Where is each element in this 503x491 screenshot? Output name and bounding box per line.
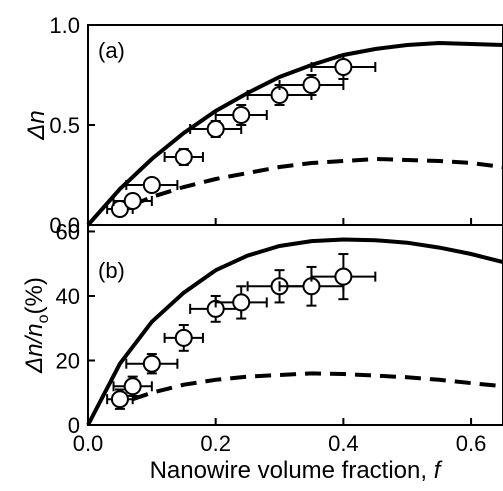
- panel-b-data-point: [125, 353, 179, 375]
- panel-b-ytick-label: 20: [56, 348, 80, 373]
- x-tick-label: 0.6: [456, 431, 487, 456]
- panel-a-data-point: [112, 192, 153, 210]
- panel-a-data-point: [310, 54, 377, 80]
- panel-b-yticks: 0 20 40 60: [56, 219, 473, 438]
- panel-a-data-point: [278, 74, 345, 96]
- panel-b: (b) Δn/no(%) 0 20 40 60 0.0 0.2 0.4 0.6 Nanowi…: [21, 219, 503, 484]
- panel-a-data-point: [163, 148, 204, 166]
- panel-a-label: (a): [98, 38, 125, 63]
- panel-a-data-point: [189, 120, 243, 138]
- panel-b-data-point: [106, 388, 134, 410]
- panel-b-ytick-label: 40: [56, 284, 80, 309]
- panel-b-ylabel-suffix: (%): [21, 277, 48, 314]
- panel-a-ylabel-text: Δn: [23, 110, 50, 140]
- panel-b-solid-curve: [86, 237, 503, 426]
- panel-a-data-point: [214, 104, 268, 126]
- panel-b-dashed-curve: [132, 371, 503, 402]
- panel-a-frame: [87, 24, 503, 226]
- panel-b-frame: [87, 224, 503, 426]
- panel-b-ylabel: Δn/no(%): [21, 277, 52, 374]
- panel-b-data-point: [163, 324, 204, 352]
- panel-a-dashed-curve: [131, 156, 503, 207]
- x-axis-title-main: Nanowire volume fraction,: [150, 457, 434, 484]
- panel-a-data-point: [106, 200, 134, 218]
- panel-b-ytick-label: 0: [68, 413, 80, 438]
- panel-a-solid-curve: [86, 40, 503, 227]
- panel-a-ytick-label: 0.0: [49, 213, 80, 238]
- panel-a-ytick-label: 0.5: [49, 113, 80, 138]
- panel-a-ylabel: Δn: [23, 110, 50, 140]
- panel-a-data-point: [125, 176, 179, 194]
- x-tick-label: 0.0: [73, 431, 104, 456]
- x-axis-title: Nanowire volume fraction, f: [150, 457, 443, 484]
- panel-b-ylabel-sub: o: [35, 314, 52, 323]
- x-tick-label: 0.2: [200, 431, 231, 456]
- panel-b-data-point: [112, 375, 153, 397]
- x-axis-title-var: f: [434, 457, 443, 484]
- panel-b-ylabel-main: Δn/n: [21, 323, 48, 373]
- panel-b-marks: [86, 237, 503, 426]
- panel-a-marks: [86, 40, 503, 227]
- panel-b-data-point: [214, 285, 268, 320]
- panel-b-label: (b): [98, 258, 125, 283]
- panel-a-ytick-label: 1.0: [49, 13, 80, 38]
- panel-b-data-point: [310, 253, 377, 301]
- panel-b-ytick-label: 60: [56, 219, 80, 244]
- panel-b-xticks: 0.0 0.2 0.4 0.6: [73, 431, 487, 456]
- panel-a: (a) Δn 0.0 0.5 1.0: [23, 13, 503, 238]
- panel-a-yticks: 0.0 0.5 1.0: [49, 13, 473, 238]
- x-tick-label: 0.4: [328, 431, 359, 456]
